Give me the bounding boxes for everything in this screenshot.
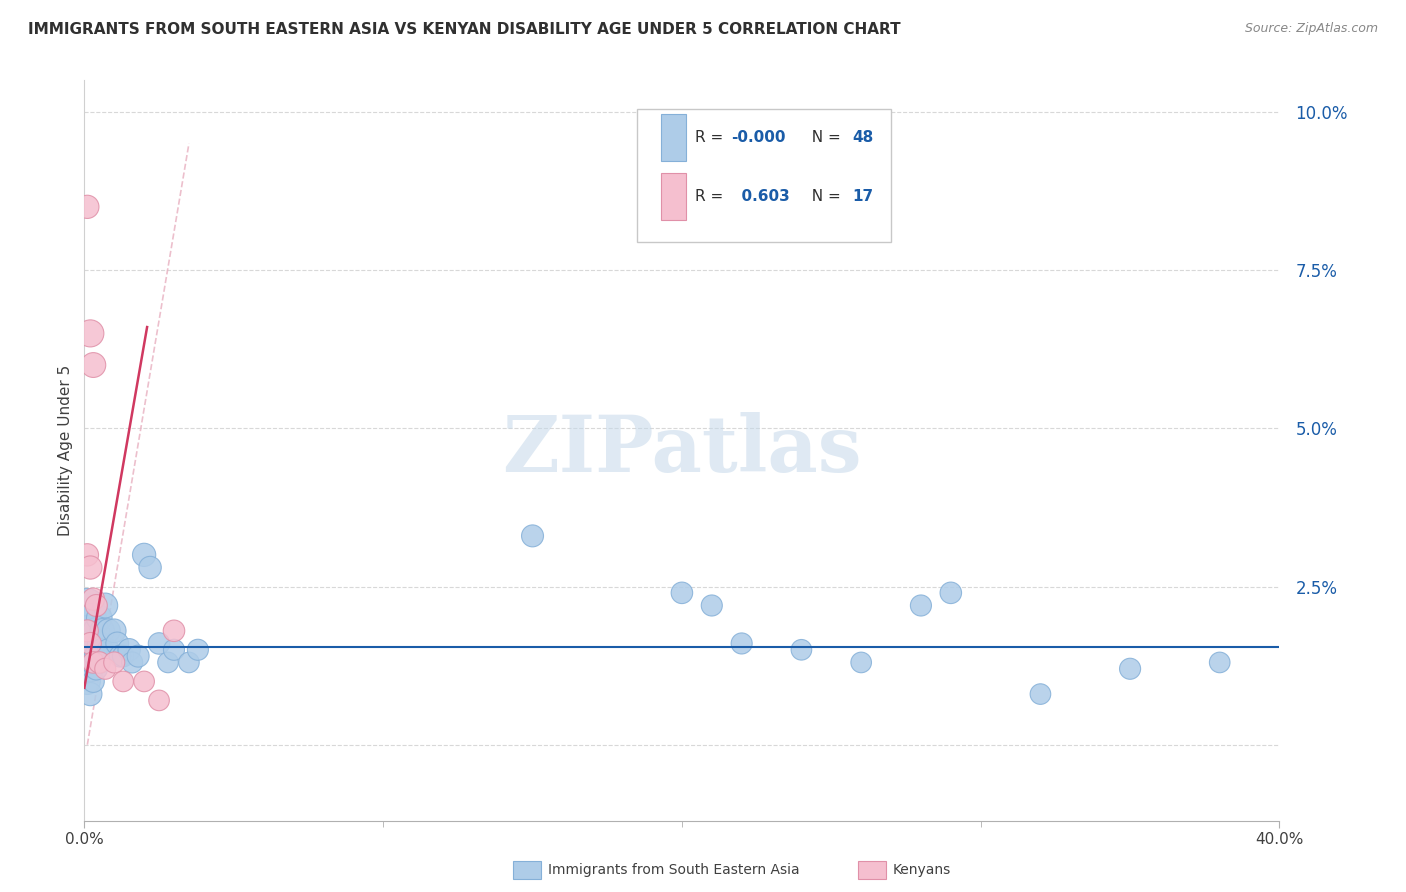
Point: [91, 624, 114, 638]
Text: IMMIGRANTS FROM SOUTH EASTERN ASIA VS KENYAN DISABILITY AGE UNDER 5 CORRELATION : IMMIGRANTS FROM SOUTH EASTERN ASIA VS KE…: [28, 22, 901, 37]
Text: ZIPatlas: ZIPatlas: [502, 412, 862, 489]
Point: [82, 636, 104, 650]
Point: [163, 642, 186, 657]
Point: [79, 662, 101, 676]
Point: [939, 586, 962, 600]
Text: 48: 48: [852, 130, 873, 145]
Point: [94, 662, 117, 676]
Point: [82, 358, 104, 372]
Point: [79, 687, 101, 701]
Text: N =: N =: [801, 130, 845, 145]
Point: [671, 586, 693, 600]
Point: [910, 599, 932, 613]
Text: R =: R =: [695, 189, 728, 204]
Point: [1029, 687, 1052, 701]
Point: [157, 656, 180, 670]
Point: [187, 642, 209, 657]
Text: 17: 17: [852, 189, 873, 204]
Point: [105, 636, 128, 650]
Point: [79, 642, 101, 657]
Point: [1119, 662, 1142, 676]
Point: [76, 649, 98, 664]
Point: [97, 624, 120, 638]
Text: Source: ZipAtlas.com: Source: ZipAtlas.com: [1244, 22, 1378, 36]
Text: Immigrants from South Eastern Asia: Immigrants from South Eastern Asia: [548, 863, 800, 877]
Point: [76, 200, 98, 214]
Point: [132, 548, 156, 562]
Point: [112, 674, 135, 689]
Text: 0.603: 0.603: [731, 189, 790, 204]
Point: [110, 649, 132, 664]
Point: [86, 599, 108, 613]
Point: [79, 326, 101, 341]
Point: [77, 624, 100, 638]
Point: [89, 636, 111, 650]
Point: [163, 624, 186, 638]
Point: [75, 636, 97, 650]
Point: [79, 636, 101, 650]
Point: [89, 656, 111, 670]
Point: [139, 560, 162, 574]
Point: [1209, 656, 1232, 670]
Point: [80, 611, 103, 625]
Point: [86, 649, 108, 664]
Point: [132, 674, 156, 689]
Point: [118, 642, 141, 657]
Y-axis label: Disability Age Under 5: Disability Age Under 5: [58, 365, 73, 536]
Point: [82, 656, 104, 670]
Point: [851, 656, 873, 670]
Text: -0.000: -0.000: [731, 130, 786, 145]
Point: [700, 599, 723, 613]
Point: [89, 656, 111, 670]
Point: [94, 599, 117, 613]
Point: [112, 649, 135, 664]
Point: [97, 642, 120, 657]
Point: [148, 636, 170, 650]
Point: [89, 611, 111, 625]
Point: [82, 674, 104, 689]
Text: N =: N =: [801, 189, 845, 204]
Point: [790, 642, 813, 657]
Point: [522, 529, 544, 543]
Point: [79, 560, 101, 574]
Point: [127, 649, 149, 664]
Point: [148, 693, 170, 707]
Point: [731, 636, 754, 650]
Text: Kenyans: Kenyans: [893, 863, 950, 877]
Point: [103, 624, 125, 638]
Point: [121, 656, 143, 670]
Point: [177, 656, 200, 670]
Point: [76, 624, 98, 638]
Point: [76, 674, 98, 689]
Point: [91, 642, 114, 657]
Point: [82, 592, 104, 607]
Point: [86, 662, 108, 676]
Text: R =: R =: [695, 130, 728, 145]
Point: [76, 599, 98, 613]
Point: [82, 656, 104, 670]
Point: [76, 548, 98, 562]
Point: [103, 656, 125, 670]
Point: [86, 624, 108, 638]
